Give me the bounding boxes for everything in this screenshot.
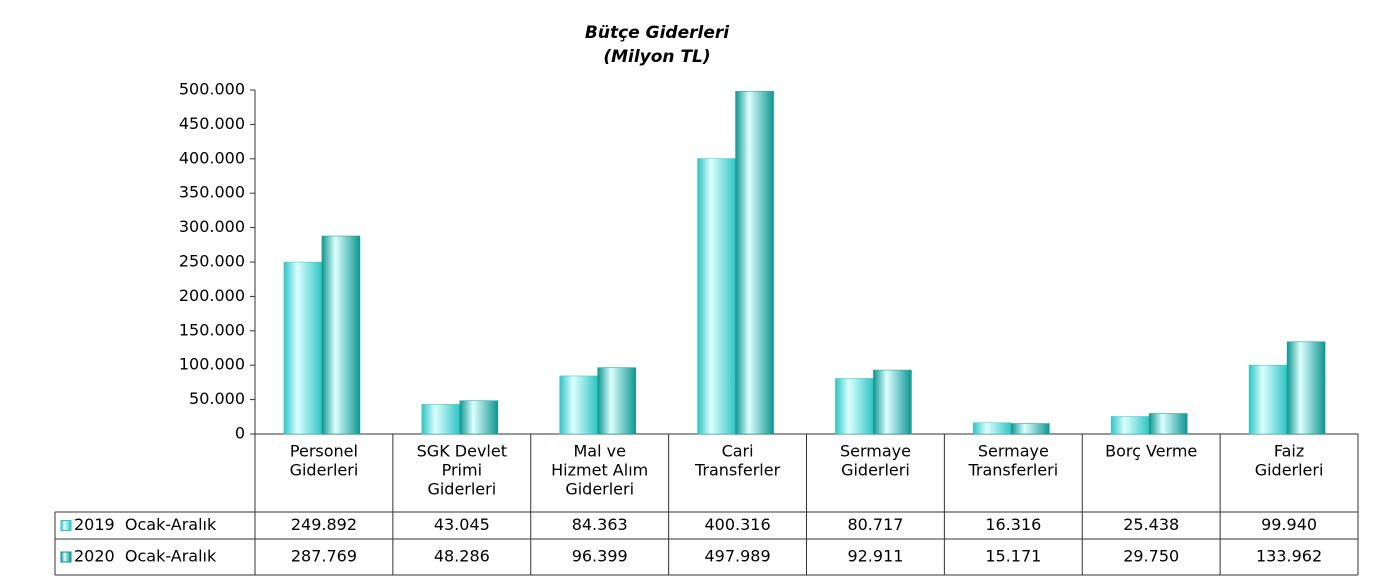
table-value: 48.286 xyxy=(434,547,490,566)
x-tick-label: Transferler xyxy=(694,461,781,480)
x-tick-label: Transferleri xyxy=(967,461,1058,480)
bar xyxy=(321,235,361,435)
bar xyxy=(1011,423,1050,435)
bar xyxy=(597,367,636,435)
table-value: 25.438 xyxy=(1123,515,1179,534)
x-tick-label: Mal ve xyxy=(573,442,625,461)
x-tick-label: Sermaye xyxy=(978,442,1049,461)
x-tick-label: Cari xyxy=(722,442,754,461)
y-tick-label: 250.000 xyxy=(179,252,245,271)
y-tick-label: 500.000 xyxy=(179,80,245,99)
bar xyxy=(421,404,461,435)
x-tick-label: Giderleri xyxy=(427,480,496,499)
bar xyxy=(735,91,774,435)
bar xyxy=(1110,416,1150,435)
table-value: 133.962 xyxy=(1256,547,1322,566)
y-tick-label: 300.000 xyxy=(179,217,245,236)
x-tick-label: Primi xyxy=(442,461,482,480)
x-tick-label: Sermaye xyxy=(840,442,911,461)
y-tick-label: 200.000 xyxy=(179,286,245,305)
legend-label: 2020 Ocak-Aralık xyxy=(74,547,217,566)
x-tick-label: Personel xyxy=(290,442,358,461)
x-tick-label: Hizmet Alım xyxy=(551,461,648,480)
table-value: 287.769 xyxy=(291,547,357,566)
chart-title: Bütçe Giderleri xyxy=(585,23,730,43)
legend-label: 2019 Ocak-Aralık xyxy=(74,515,217,534)
bar xyxy=(1148,413,1188,435)
legend-swatch xyxy=(60,520,72,531)
table-value: 43.045 xyxy=(434,515,490,534)
chart-subtitle: (Milyon TL) xyxy=(603,47,710,67)
y-tick-label: 450.000 xyxy=(179,114,245,133)
x-tick-label: Faiz xyxy=(1274,442,1304,461)
table-value: 16.316 xyxy=(985,515,1041,534)
table-value: 249.892 xyxy=(291,515,357,534)
y-tick-label: 350.000 xyxy=(179,183,245,202)
bar xyxy=(459,400,499,435)
table-value: 15.171 xyxy=(985,547,1041,566)
x-tick-label: Giderleri xyxy=(565,480,634,499)
x-tick-label: Giderleri xyxy=(841,461,910,480)
x-tick-label: Giderleri xyxy=(1255,461,1324,480)
table-value: 92.911 xyxy=(847,547,903,566)
legend-swatch xyxy=(60,551,72,563)
table-value: 99.940 xyxy=(1261,515,1317,534)
bar xyxy=(697,158,736,435)
x-tick-label: Borç Verme xyxy=(1105,442,1197,461)
x-tick-label: SGK Devlet xyxy=(417,442,507,461)
table-value: 29.750 xyxy=(1123,547,1179,566)
bar xyxy=(1286,341,1326,435)
y-tick-label: 100.000 xyxy=(179,355,245,374)
table-value: 497.989 xyxy=(704,547,770,566)
bar xyxy=(873,369,912,435)
bar xyxy=(1248,364,1288,435)
x-tick-label: Giderleri xyxy=(290,461,359,480)
y-tick-label: 0 xyxy=(235,424,245,443)
bar xyxy=(559,375,598,435)
bar xyxy=(973,422,1012,435)
bar xyxy=(835,378,874,435)
y-tick-label: 150.000 xyxy=(179,320,245,339)
y-tick-label: 50.000 xyxy=(189,389,245,408)
table-value: 80.717 xyxy=(847,515,903,534)
table-value: 96.399 xyxy=(572,547,628,566)
y-tick-label: 400.000 xyxy=(179,148,245,167)
bar xyxy=(283,261,323,435)
table-value: 84.363 xyxy=(572,515,628,534)
table-value: 400.316 xyxy=(704,515,770,534)
